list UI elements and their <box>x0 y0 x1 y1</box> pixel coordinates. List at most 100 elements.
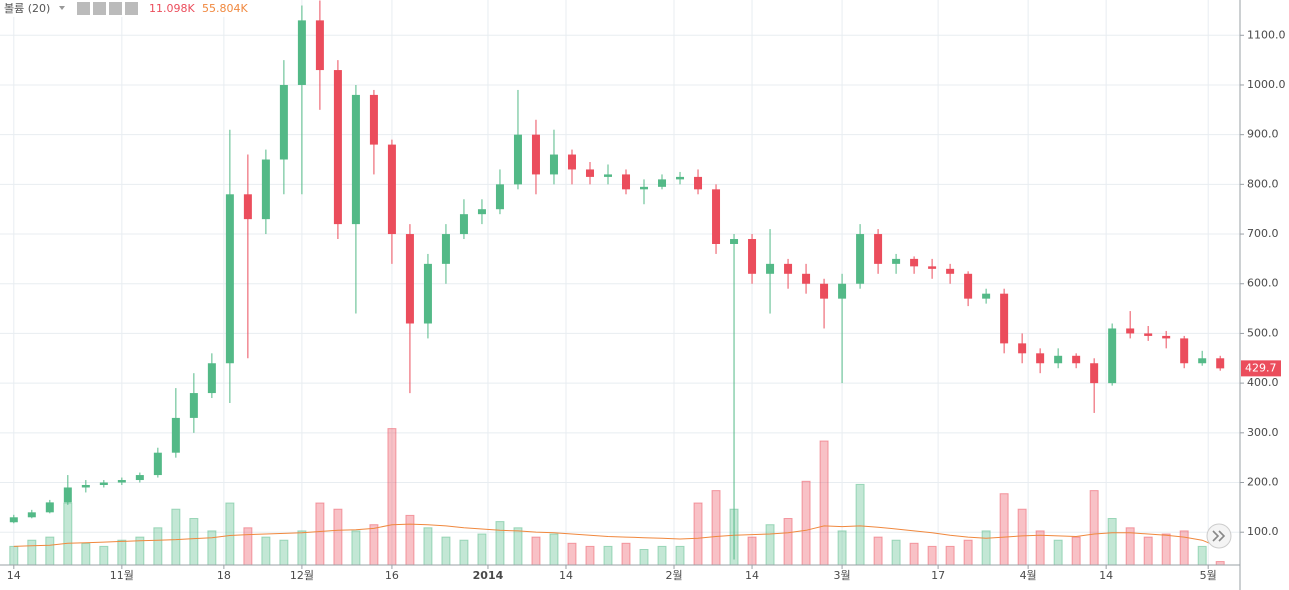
y-tick-label: 200.0 <box>1247 476 1279 489</box>
candle-body <box>585 169 594 177</box>
x-tick-label: 5월 <box>1200 569 1217 582</box>
candle-body <box>81 484 90 488</box>
settings-icon[interactable] <box>77 2 90 15</box>
volume-bar <box>171 508 181 566</box>
candle-body <box>243 194 252 220</box>
volume-bar <box>369 524 379 566</box>
volume-bar <box>297 530 307 566</box>
candle-body <box>531 134 540 175</box>
candle-body <box>712 189 721 244</box>
candle-body <box>640 186 649 190</box>
candle-body <box>279 84 288 160</box>
x-tick-label: 14 <box>1099 569 1113 582</box>
candle-body <box>225 194 234 364</box>
candle-body <box>171 417 180 453</box>
candle-body <box>369 94 378 145</box>
candle-body <box>1198 358 1207 364</box>
candle-body <box>964 273 973 299</box>
candle-body <box>1036 353 1045 364</box>
volume-bar <box>1215 561 1225 566</box>
volume-bar <box>1053 539 1063 566</box>
volume-bar <box>117 539 127 566</box>
last-price-label: 429.7 <box>1245 361 1277 374</box>
candle-body <box>189 393 198 418</box>
y-tick-label: 500.0 <box>1247 326 1279 339</box>
candle-body <box>387 144 396 235</box>
volume-bar <box>387 428 397 566</box>
volume-bar <box>999 493 1009 566</box>
x-tick-label: 4월 <box>1020 569 1037 582</box>
candle-body <box>315 20 324 71</box>
candle-body <box>820 283 829 299</box>
y-tick-label: 1000.0 <box>1247 78 1286 91</box>
volume-bar <box>963 539 973 566</box>
candle-body <box>567 154 576 170</box>
volume-bar <box>207 530 217 566</box>
candle-body <box>1216 358 1225 369</box>
candle-body <box>207 363 216 394</box>
y-tick-label: 900.0 <box>1247 128 1279 141</box>
candle-body <box>1090 363 1099 384</box>
volume-bar <box>783 518 793 566</box>
volume-bar <box>45 536 55 566</box>
volume-bar <box>459 539 469 566</box>
dropdown-icon[interactable] <box>59 6 65 10</box>
close-icon[interactable] <box>125 2 138 15</box>
volume-bar <box>99 545 109 566</box>
volume-bar <box>891 539 901 566</box>
candle-body <box>513 134 522 185</box>
volume-bar <box>639 549 649 566</box>
volume-bar <box>225 502 235 566</box>
volume-bar <box>675 545 685 566</box>
scroll-arrows[interactable] <box>1212 530 1226 542</box>
volume-bar <box>585 545 595 566</box>
volume-bar <box>315 502 325 566</box>
volume-bar <box>1179 530 1189 566</box>
candle-body <box>982 293 991 299</box>
y-tick-label: 800.0 <box>1247 177 1279 190</box>
volume-bar <box>423 527 433 566</box>
candle-body <box>261 159 270 220</box>
x-tick-label: 2014 <box>473 569 504 582</box>
volume-bar <box>243 527 253 566</box>
volume-bar <box>153 527 163 566</box>
y-tick-label: 100.0 <box>1247 525 1279 538</box>
volume-bar <box>9 545 19 566</box>
candle-body <box>459 214 468 235</box>
volume-bar <box>1017 508 1027 566</box>
candle-body <box>1018 343 1027 354</box>
volume-bar <box>909 542 919 566</box>
candle-body <box>423 263 432 324</box>
x-tick-label: 16 <box>385 569 399 582</box>
legend-title: 볼륨 (20) <box>4 2 50 15</box>
volume-bar <box>819 440 829 566</box>
x-tick-label: 14 <box>559 569 573 582</box>
candle-body <box>1054 355 1063 364</box>
volume-bar <box>873 536 883 566</box>
y-tick-label: 700.0 <box>1247 227 1279 240</box>
x-tick-label: 3월 <box>834 569 851 582</box>
volume-bar <box>63 502 73 566</box>
candle-body <box>748 239 757 274</box>
volume-bar <box>531 536 541 566</box>
volume-bar <box>837 530 847 566</box>
scroll-button[interactable] <box>1206 523 1232 549</box>
axes: 100.0 200.0 300.0 400.0 500.0 600.0 700.0 800.0… <box>7 28 1286 582</box>
candle-body <box>333 70 342 225</box>
volume-bar <box>657 545 667 566</box>
volume-bar <box>81 542 91 566</box>
volume-bar <box>693 502 703 566</box>
volume-bar <box>261 536 271 566</box>
candle-body <box>351 94 360 225</box>
candle-body <box>802 273 811 284</box>
x-tick-label: 14 <box>7 569 21 582</box>
volume-bar <box>441 536 451 566</box>
add-icon[interactable] <box>109 2 122 15</box>
x-tick-label: 14 <box>745 569 759 582</box>
candle-body <box>928 266 937 269</box>
candle-body <box>441 234 450 264</box>
format-icon[interactable] <box>93 2 106 15</box>
candle-layer <box>9 0 1225 560</box>
